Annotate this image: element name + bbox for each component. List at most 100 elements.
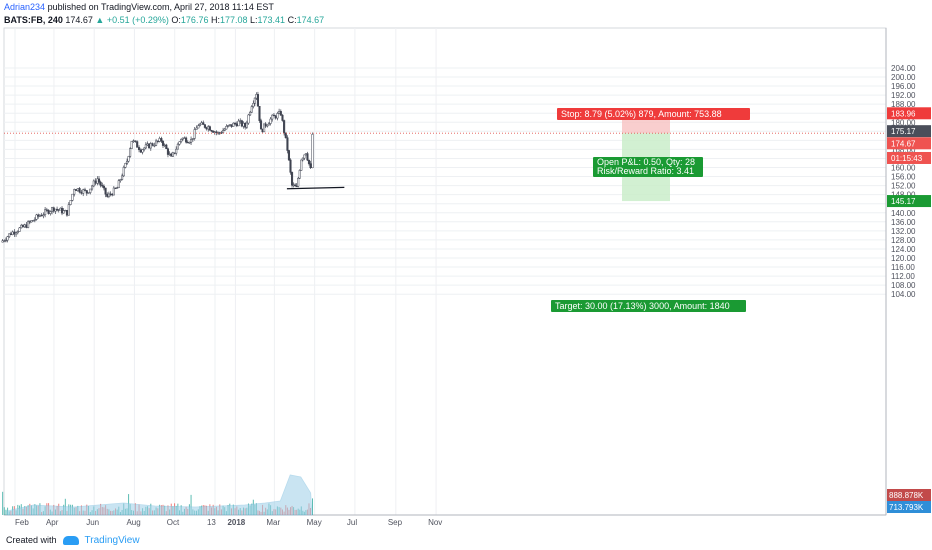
candle <box>250 106 253 113</box>
candle <box>290 172 294 186</box>
candle <box>287 150 291 161</box>
candle <box>278 111 281 114</box>
candle <box>47 209 50 214</box>
candle <box>173 152 176 154</box>
candle <box>195 127 198 130</box>
candle <box>222 130 225 133</box>
candle <box>64 209 67 212</box>
up-arrow-icon: ▲ <box>95 15 105 25</box>
candle <box>155 140 158 146</box>
candle <box>239 120 242 122</box>
support-trendline <box>286 186 345 190</box>
candle <box>119 179 122 181</box>
candle <box>286 137 289 151</box>
candle <box>67 204 70 216</box>
low-value: 173.41 <box>257 15 286 25</box>
candle <box>97 178 101 183</box>
axis-target-price-bg <box>887 195 931 208</box>
candle <box>252 103 255 107</box>
author-link[interactable]: Adrian234 <box>4 2 46 12</box>
pnl-box <box>593 157 703 177</box>
candle <box>161 141 165 146</box>
y-tick-label: 152.00 <box>891 182 916 191</box>
candle <box>306 153 309 161</box>
y-tick-label: 140.00 <box>891 209 916 218</box>
candle <box>101 185 104 187</box>
open-label: O: <box>171 15 181 25</box>
target-label: Target: 30.00 (17.13%) 3000, Amount: 184… <box>555 301 730 311</box>
candle <box>264 123 267 127</box>
axis-volume-2: 713.793K <box>889 503 924 512</box>
candle <box>122 167 125 177</box>
y-tick-label: 180.00 <box>891 118 916 127</box>
candle <box>20 224 23 229</box>
candle <box>256 94 259 107</box>
symbol-label[interactable]: BATS:FB, 240 <box>4 15 63 25</box>
candle <box>276 113 279 119</box>
candle <box>28 221 31 223</box>
risk-reward-label: Risk/Reward Ratio: 3.41 <box>597 166 694 176</box>
candle <box>21 224 25 228</box>
axis-stop-price-bg <box>887 107 931 120</box>
candle <box>138 147 141 151</box>
axis-entry-price: 175.17 <box>891 127 916 136</box>
candle <box>33 219 36 221</box>
stop-label-bg <box>557 108 750 120</box>
candle <box>3 240 6 242</box>
y-tick-label: 112.00 <box>891 272 915 281</box>
close-value: 174.67 <box>296 15 325 25</box>
tradingview-brand[interactable]: TradingView <box>84 534 140 546</box>
candle <box>205 127 208 130</box>
candle <box>73 189 76 195</box>
axis-current-price-bg <box>887 137 931 150</box>
y-tick-label: 136.00 <box>891 218 916 227</box>
candle <box>193 129 196 139</box>
y-tick-label: 192.00 <box>891 91 916 100</box>
candle <box>186 141 189 144</box>
y-tick-label: 108.00 <box>891 281 916 290</box>
candle <box>170 153 173 157</box>
candle <box>85 190 88 194</box>
candle <box>178 141 181 145</box>
candle <box>15 232 18 235</box>
chart-canvas[interactable]: 204.00200.00196.00192.00188.00184.00180.… <box>0 0 932 530</box>
y-tick-label: 104.00 <box>891 290 916 299</box>
candle <box>151 143 154 146</box>
candle <box>129 148 132 157</box>
candle <box>130 141 133 149</box>
x-tick-label: Mar <box>266 518 280 527</box>
target-label-bg <box>551 300 746 312</box>
candle <box>247 114 250 124</box>
candle <box>245 122 248 128</box>
candle <box>303 154 306 159</box>
y-tick-label: 132.00 <box>891 227 916 236</box>
volume-bar <box>190 494 192 515</box>
x-tick-label: Jun <box>86 518 99 527</box>
candle <box>37 214 40 217</box>
candle <box>235 123 238 127</box>
candle <box>89 188 92 193</box>
candle <box>143 147 146 150</box>
candle <box>107 193 110 197</box>
candle <box>272 114 276 117</box>
candle <box>259 120 263 130</box>
y-tick-label: 196.00 <box>891 82 916 91</box>
axis-target-price: 145.17 <box>891 197 916 206</box>
candle <box>40 215 43 217</box>
pnl-label: Open P&L: 0.50, Qty: 28 <box>597 157 695 167</box>
candle <box>274 115 277 119</box>
axis-current-price: 174.67 <box>891 139 916 148</box>
candle <box>114 187 117 190</box>
candle <box>52 207 55 212</box>
y-tick-label: 188.00 <box>891 100 916 109</box>
high-value: 177.08 <box>219 15 248 25</box>
candle <box>279 111 282 116</box>
candle <box>96 178 99 184</box>
candle <box>45 209 48 211</box>
high-label: H: <box>210 15 220 25</box>
candle <box>50 207 54 212</box>
y-tick-label: 128.00 <box>891 236 916 245</box>
candle <box>263 123 266 133</box>
candle <box>223 128 226 131</box>
axis-volume-2-bg <box>887 501 931 513</box>
